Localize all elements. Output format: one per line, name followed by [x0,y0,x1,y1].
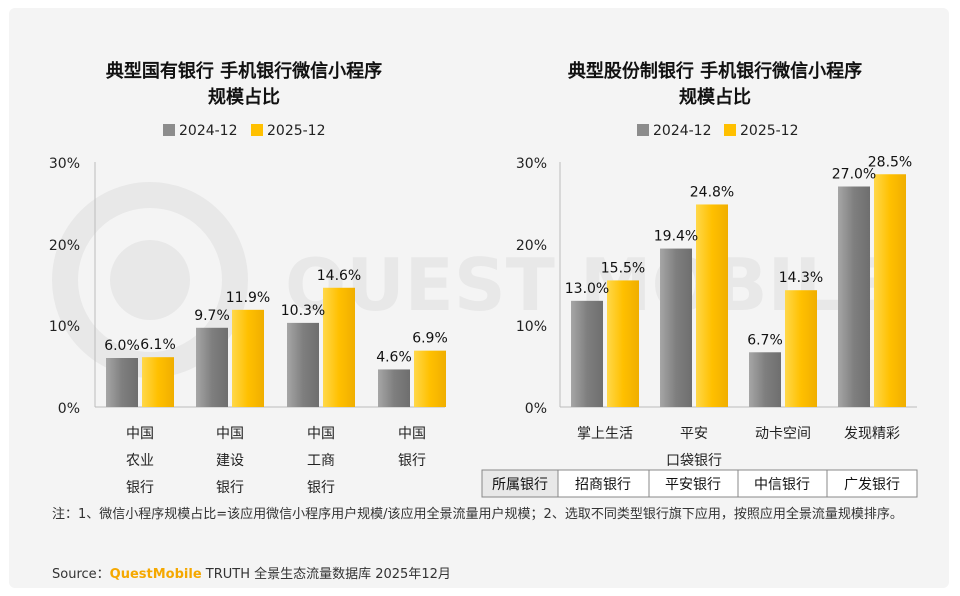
legend-right-swatch-2024 [637,124,649,136]
source-brand: QuestMobile [109,567,202,582]
bank-table-header-cell [481,469,559,498]
value-label-right-2025-1: 24.8% [690,184,734,200]
bar-left-2024-3 [378,369,410,407]
bar-right-2025-3 [874,174,906,407]
chart-left-bars [106,287,446,407]
value-label-right-2024-0: 13.0% [565,281,609,297]
category-right-2-line1: 动卡空间 [755,426,811,442]
bank-table-cell-3 [826,469,918,498]
bar-right-2024-0 [571,300,603,407]
bar-left-2024-2 [287,322,319,407]
legend-right-label-2024: 2024-12 [653,123,712,139]
chart-right-ytick-30: 30% [516,156,547,172]
bank-table-text-3: 广发银行 [844,477,900,493]
category-right-1-line1: 平安 [680,426,708,442]
value-label-left-2025-1: 11.9% [226,290,270,306]
bar-left-2025-3 [414,350,446,407]
chart-right-category-labels: 掌上生活 平安 口袋银行 动卡空间 发现精彩 [577,426,900,469]
bank-table-header: 所属银行 [492,477,548,493]
chart-right-ytick-20: 20% [516,238,547,254]
bar-right-2024-2 [749,352,781,407]
bank-table-text-2: 中信银行 [754,477,810,493]
category-left-1-line3: 银行 [216,480,244,496]
legend-left-swatch-2025 [251,124,263,136]
category-right-3-line1: 发现精彩 [844,426,900,442]
chart-left-ytick-10: 10% [49,319,80,335]
bar-left-2025-1 [232,309,264,407]
category-right-1-line2: 口袋银行 [666,453,722,469]
value-label-left-2025-2: 14.6% [317,268,361,284]
chart-left-title-line2: 规模占比 [208,86,280,108]
bank-table-cell-0 [557,469,650,498]
category-left-2-line2: 工商 [307,453,335,469]
source-rest: TRUTH 全景生态流量数据库 2025年12月 [201,567,451,582]
category-left-0-line2: 农业 [126,453,154,469]
legend-left-swatch-2024 [163,124,175,136]
legend-left-label-2024: 2024-12 [179,123,238,139]
chart-left-title-line1: 典型国有银行 手机银行微信小程序 [106,60,382,82]
bar-left-2024-0 [106,358,138,407]
chart-right-ytick-0: 0% [525,401,547,417]
bank-table: 所属银行 招商银行 平安银行 中信银行 广发银行 [481,469,918,498]
category-left-2-line1: 中国 [307,426,335,442]
category-right-0-line1: 掌上生活 [577,426,633,442]
value-label-left-2025-0: 6.1% [140,337,176,353]
bar-left-2025-2 [323,287,355,407]
legend-left-label-2025: 2025-12 [267,123,326,139]
chart-left-ytick-0: 0% [58,401,80,417]
category-left-1-line2: 建设 [216,453,244,469]
chart-right-title-line1: 典型股份制银行 手机银行微信小程序 [568,60,862,82]
value-label-right-2025-3: 28.5% [868,154,912,170]
value-label-left-2024-2: 10.3% [281,303,325,319]
value-label-left-2024-1: 9.7% [194,308,230,324]
value-label-right-2025-2: 14.3% [779,270,823,286]
source-line: Source：QuestMobile TRUTH 全景生态流量数据库 2025年… [52,563,451,582]
chart-right-bars [571,174,906,407]
value-label-left-2024-0: 6.0% [104,338,140,354]
bar-left-2024-1 [196,327,228,407]
legend-right-label-2025: 2025-12 [740,123,799,139]
chart-left-ytick-20: 20% [49,238,80,254]
category-left-3-line2: 银行 [398,453,426,469]
bar-left-2025-0 [142,357,174,407]
value-label-right-2025-0: 15.5% [601,260,645,276]
category-left-0-line3: 银行 [126,480,154,496]
chart-right-title-line2: 规模占比 [679,86,751,108]
chart-left: 典型国有银行 手机银行微信小程序 规模占比 2024-12 2025-12 30… [49,60,448,496]
bar-right-2024-3 [838,186,870,407]
category-left-3-line1: 中国 [398,426,426,442]
footnote: 注：1、微信小程序规模占比=该应用微信小程序用户规模/该应用全景流量用户规模；2… [52,507,903,522]
source-prefix: Source： [52,567,110,582]
chart-right-value-labels: 13.0% 15.5% 19.4% 24.8% 6.7% 14.3% 27.0%… [565,154,912,348]
bar-right-2025-1 [696,204,728,407]
bar-right-2024-1 [660,248,692,407]
bar-right-2025-2 [785,290,817,407]
category-left-1-line1: 中国 [216,426,244,442]
legend-right-swatch-2025 [724,124,736,136]
value-label-right-2024-3: 27.0% [832,167,876,183]
chart-right: 典型股份制银行 手机银行微信小程序 规模占比 2024-12 2025-12 3… [481,60,918,498]
category-left-2-line3: 银行 [307,480,335,496]
chart-left-ytick-30: 30% [49,156,80,172]
bank-table-text-0: 招商银行 [575,477,631,493]
value-label-right-2024-2: 6.7% [747,332,783,348]
value-label-left-2024-3: 4.6% [376,349,412,365]
bank-table-text-1: 平安银行 [665,477,721,493]
value-label-right-2024-1: 19.4% [654,229,698,245]
category-left-0-line1: 中国 [126,426,154,442]
bank-table-cell-2 [737,469,828,498]
chart-left-category-labels: 中国 农业 银行 中国 建设 银行 中国 工商 银行 中国 银行 [126,426,426,496]
value-label-left-2025-3: 6.9% [412,331,448,347]
chart-left-value-labels: 6.0% 6.1% 9.7% 11.9% 10.3% 14.6% 4.6% 6.… [104,268,448,366]
chart-right-ytick-10: 10% [516,319,547,335]
bar-right-2025-0 [607,280,639,407]
